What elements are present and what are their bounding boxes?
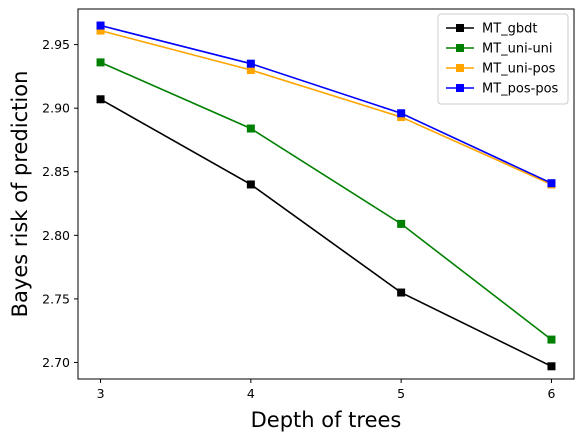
x-tick-label: 3 — [97, 386, 105, 401]
legend-label: MT_uni-uni — [482, 42, 553, 57]
data-point — [397, 219, 406, 228]
data-point — [547, 179, 556, 188]
data-point — [246, 59, 255, 68]
y-tick-label: 2.90 — [42, 101, 70, 116]
legend-marker — [456, 64, 464, 72]
series-line-MT_pos-pos — [100, 24, 552, 184]
y-tick-label: 2.70 — [42, 355, 70, 370]
x-axis-label: Depth of trees — [251, 408, 402, 432]
y-tick-label: 2.80 — [42, 228, 70, 243]
legend-box — [437, 13, 569, 105]
y-axis: 2.70 2.75 2.80 2.85 2.90 2.95 — [42, 37, 78, 370]
y-tick-label: 2.85 — [42, 164, 70, 179]
legend-label: MT_gbdt — [482, 22, 538, 37]
data-point — [397, 288, 406, 297]
y-tick-label: 2.95 — [42, 37, 70, 52]
series-layer — [96, 21, 556, 371]
data-point — [96, 58, 105, 67]
series-line-MT_uni-uni — [100, 61, 552, 341]
x-tick-label: 6 — [547, 386, 555, 401]
data-point — [547, 362, 556, 371]
legend-marker — [456, 24, 464, 32]
legend-marker — [456, 84, 464, 92]
legend-label: MT_pos-pos — [482, 82, 559, 97]
series-line-MT_uni-pos — [100, 29, 552, 186]
legend-label: MT_uni-pos — [482, 62, 556, 77]
x-axis: 3 4 5 6 — [97, 379, 555, 401]
x-tick-label: 5 — [397, 386, 405, 401]
data-point — [96, 95, 105, 104]
data-point — [96, 26, 105, 35]
data-point — [96, 21, 105, 30]
data-point — [246, 180, 255, 189]
data-point — [397, 109, 406, 118]
series-line-MT_gbdt — [100, 98, 552, 368]
plot-area-frame — [77, 8, 575, 380]
data-point — [246, 124, 255, 133]
legend: MT_gbdt MT_uni-uni MT_uni-pos MT_pos-pos — [437, 13, 569, 105]
data-point — [547, 335, 556, 344]
data-point — [246, 66, 255, 75]
x-tick-label: 4 — [247, 386, 255, 401]
y-tick-label: 2.75 — [42, 291, 70, 306]
y-axis-label: Bayes risk of prediction — [8, 71, 32, 318]
legend-marker — [456, 44, 464, 52]
